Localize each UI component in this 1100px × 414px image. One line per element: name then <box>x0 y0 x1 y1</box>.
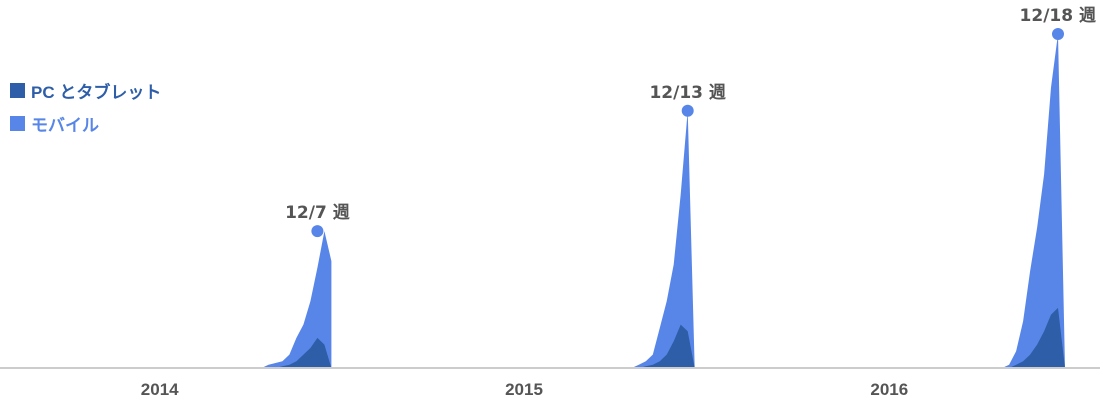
area-pc-tablet-2 <box>638 324 695 368</box>
legend-item-pc-tablet[interactable]: PC とタブレット <box>10 80 162 102</box>
peak-marker-1[interactable] <box>311 225 324 238</box>
x-tick-label-2014: 2014 <box>141 380 179 399</box>
legend-label-pc-tablet: PC とタブレット <box>31 82 162 102</box>
area-pc-tablet-3 <box>1009 307 1065 368</box>
legend-item-mobile[interactable]: モバイル <box>10 113 161 135</box>
peak-marker-2[interactable] <box>681 104 694 117</box>
area-mobile-1 <box>261 231 332 368</box>
legend-swatch-mobile <box>10 115 25 131</box>
series-layer <box>261 34 1065 369</box>
x-tick-label-2016: 2016 <box>870 380 908 399</box>
peak-label-2: 12/13 週 <box>649 83 725 103</box>
area-mobile-3 <box>1002 34 1065 368</box>
x-tick-label-2015: 2015 <box>505 380 543 399</box>
legend-swatch-pc-tablet <box>10 82 25 98</box>
peak-label-3: 12/18 週 <box>1020 6 1096 26</box>
x-tick-labels: 2014 2015 2016 <box>141 380 908 399</box>
peak-markers: 12/7 週 12/13 週 12/18 週 <box>285 6 1096 238</box>
area-pc-tablet-1 <box>275 337 332 368</box>
legend: PC とタブレット モバイル <box>10 80 161 146</box>
area-mobile-2 <box>631 110 695 369</box>
peak-marker-3[interactable] <box>1052 28 1064 40</box>
legend-label-mobile: モバイル <box>31 115 99 135</box>
peak-label-1: 12/7 週 <box>285 203 350 223</box>
